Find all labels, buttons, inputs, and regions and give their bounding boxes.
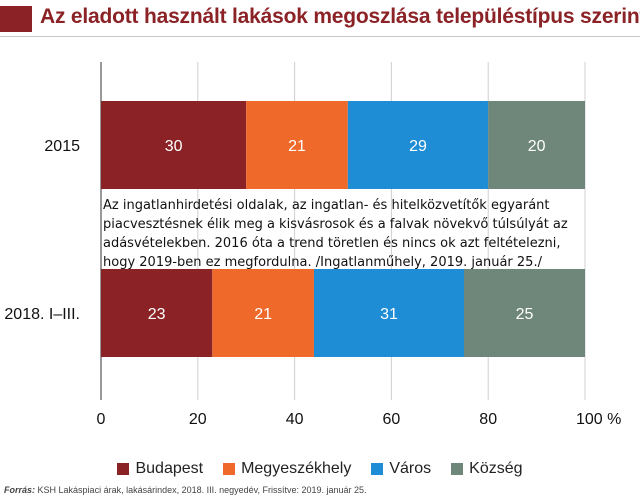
legend-swatch [371,463,384,475]
x-tick-label: 0 [97,411,106,428]
data-label: 21 [288,138,306,155]
x-tick-label: 40 [286,411,304,428]
bar-segment-város-0 [347,101,489,189]
legend-item-község: Község [451,460,523,478]
x-tick-label: 80 [479,411,497,428]
title-divider [0,36,640,37]
bar-segment-város-1 [313,269,464,357]
x-tick-label: 20 [189,411,207,428]
annotation-text: Az ingatlanhirdetési oldalak, az ingatla… [103,198,568,270]
bar-segment-budapest-0 [101,101,247,189]
source-text: KSH Lakáspiaci árak, lakásárindex, 2018.… [37,485,367,495]
category-label: 2015 [44,138,80,155]
data-label: 21 [254,306,272,323]
category-label: 2018. I–III. [4,306,80,323]
title-accent-block [0,6,32,32]
x-tick-label: 100 % [576,411,621,428]
x-axis-ticks: 0 20 40 60 80 100 % [97,411,622,428]
source-note: Forrás: KSH Lakáspiaci árak, lakásárinde… [4,485,367,495]
data-label: 30 [165,138,183,155]
bar-segment-megyeszékhely-0 [246,101,348,189]
bars: 30 21 29 20 23 21 31 25 [101,101,585,357]
legend-label: Község [469,460,523,477]
legend-item-budapest: Budapest [117,460,203,478]
legend-label: Budapest [135,460,204,477]
data-label: 23 [148,306,166,323]
data-label: 31 [380,306,398,323]
category-labels: 2015 2018. I–III. [4,138,80,323]
bar-segment-budapest-1 [101,269,213,357]
bar-segment-község-1 [464,269,585,357]
chart-title: Az eladott használt lakások megoszlása t… [40,5,640,28]
x-tick-label: 60 [383,411,401,428]
legend-label: Megyeszékhely [241,460,352,477]
legend-swatch [451,463,464,475]
legend: Budapest Megyeszékhely Város Község [0,460,640,478]
bar-segment-község-0 [488,101,585,189]
legend-swatch [223,463,236,475]
data-label: 20 [528,138,546,155]
legend-item-megyeszékhely: Megyeszékhely [223,460,351,478]
legend-label: Város [389,460,432,477]
bar-segment-megyeszékhely-1 [212,269,314,357]
source-label: Forrás: [4,485,36,495]
data-label: 29 [409,138,427,155]
legend-swatch [117,463,130,475]
title-bar: Az eladott használt lakások megoszlása t… [0,3,640,37]
legend-item-város: Város [371,460,431,478]
data-label: 25 [516,306,534,323]
